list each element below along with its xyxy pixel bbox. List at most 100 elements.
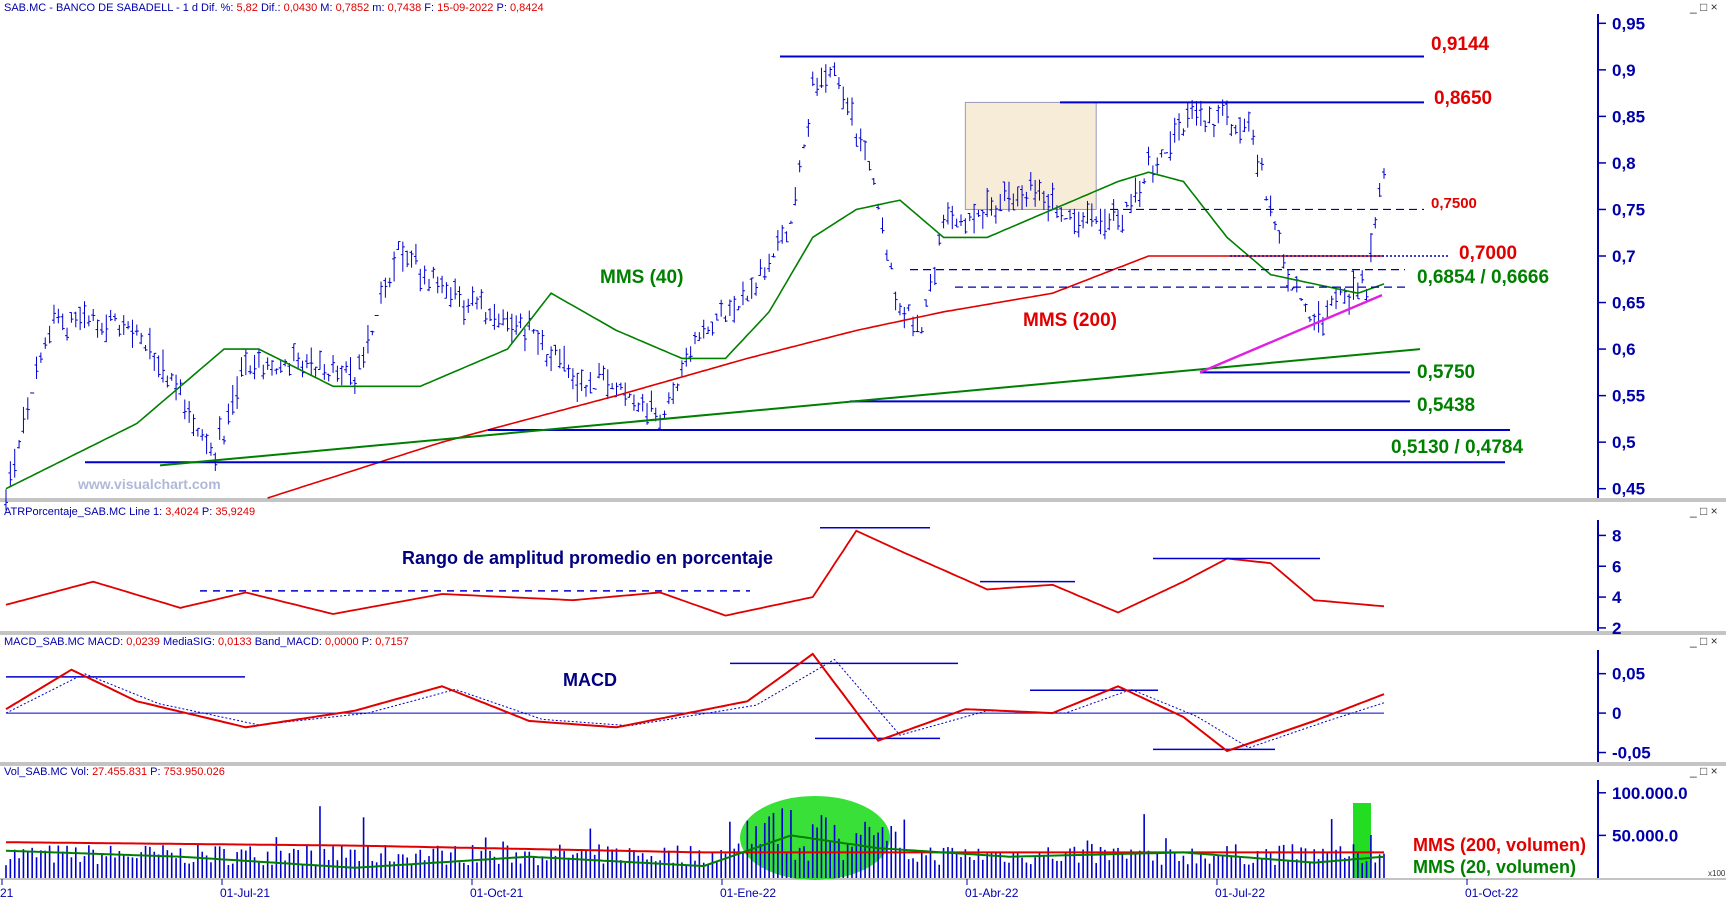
stat-value: 753.950.026 — [164, 766, 225, 778]
svg-text:_ □ ×: _ □ × — [1689, 504, 1718, 518]
macd-title: MACD — [563, 670, 617, 690]
price-tick-label: 0,65 — [1612, 294, 1645, 313]
macd-axis-ticks: 0,05 0 -0,05 — [1598, 665, 1651, 763]
price-tick-label: 0,75 — [1612, 200, 1645, 219]
stat-value: 3,4024 — [165, 506, 199, 518]
x-axis-ticks: 21 01-Jul-21 01-Oct-21 01-Ene-22 01-Abr-22 01… — [0, 879, 1519, 900]
price-tick-label: 0,55 — [1612, 387, 1645, 406]
vol-tick-label: 100.000.0 — [1612, 784, 1688, 803]
stat-label: M: — [317, 2, 335, 14]
atr-tick-label: 8 — [1612, 526, 1621, 545]
stat-value: 0,0133 — [218, 636, 252, 648]
atr-tick-label: 6 — [1612, 557, 1621, 576]
volume-header: Vol_SAB.MC Vol: 27.455.831 P: 753.950.02… — [4, 766, 225, 778]
level-0-7500: 0,7500 — [1431, 195, 1477, 212]
x-tick-label: 21 — [0, 886, 14, 900]
stat-label: Band_MACD: — [252, 636, 325, 648]
x-tick-label: 01-Jul-21 — [220, 886, 270, 900]
price-header: SAB.MC - BANCO DE SABADELL - 1 d Dif. %:… — [4, 2, 544, 14]
svg-text:_ □ ×: _ □ × — [1689, 764, 1718, 778]
price-tick-label: 0,5 — [1612, 433, 1636, 452]
macd-tick-label: 0 — [1612, 704, 1621, 723]
atr-tick-label: 2 — [1612, 619, 1621, 638]
macd-lines — [5, 652, 1385, 753]
stat-label: F: — [421, 2, 437, 14]
stat-label: P: — [199, 506, 216, 518]
stat-value: 5,82 — [237, 2, 258, 14]
price-tick-label: 0,6 — [1612, 340, 1636, 359]
price-bars — [4, 62, 1386, 511]
stat-label: Dif. %: — [198, 2, 237, 14]
label-vol-mms20: MMS (20, volumen) — [1413, 857, 1576, 877]
atr-series-line — [5, 529, 1385, 617]
label-mms40: MMS (40) — [600, 267, 683, 288]
volume-axis-ticks: 100.000.0 50.000.0 — [1598, 784, 1688, 845]
label-vol-mms200: MMS (200, volumen) — [1413, 835, 1586, 855]
price-tick-label: 0,9 — [1612, 61, 1636, 80]
level-0-5750: 0,5750 — [1417, 362, 1475, 383]
vol-mms200-line — [5, 841, 1384, 854]
svg-text:_ □ ×: _ □ × — [1689, 634, 1718, 648]
short-trendline — [1199, 293, 1383, 374]
panel-frames — [0, 498, 1726, 880]
level-0-7000: 0,7000 — [1459, 243, 1517, 264]
label-mms200: MMS (200) — [1023, 310, 1117, 331]
consolidation-box — [964, 101, 1097, 210]
stat-value: 0,7852 — [336, 2, 370, 14]
macd-line — [5, 652, 1385, 753]
x-tick-label: 01-Oct-21 — [470, 886, 524, 900]
macd-signal-line — [5, 658, 1385, 749]
x-tick-label: 01-Jul-22 — [1215, 886, 1265, 900]
stat-value: 0,0430 — [284, 2, 318, 14]
stat-value: 0,0000 — [325, 636, 359, 648]
price-axis-ticks: 0,45 0,5 0,55 0,6 0,65 0,7 0,75 0,8 0,85 0,9 0,95 — [1598, 14, 1645, 499]
level-0-5130: 0,5130 / 0,4784 — [1391, 437, 1523, 458]
stat-value: 0,7438 — [388, 2, 422, 14]
price-tick-label: 0,85 — [1612, 107, 1645, 126]
svg-text:_ □ ×: _ □ × — [1689, 0, 1718, 14]
window-controls[interactable]: _ □ × _ □ × _ □ × _ □ × — [1689, 0, 1718, 778]
stat-label: Vol: — [68, 766, 92, 778]
stat-label: P: — [147, 766, 164, 778]
stat-value: 0,8424 — [510, 2, 544, 14]
atr-tick-label: 4 — [1612, 588, 1622, 607]
stat-label: P: — [493, 2, 510, 14]
stat-label: Dif.: — [258, 2, 284, 14]
price-tick-label: 0,8 — [1612, 154, 1636, 173]
level-0-5438: 0,5438 — [1417, 395, 1475, 416]
price-levels — [85, 55, 1510, 467]
price-tick-label: 0,95 — [1612, 14, 1645, 33]
price-tick-label: 0,7 — [1612, 247, 1636, 266]
long-trendline — [159, 348, 1421, 467]
stat-value: 27.455.831 — [92, 766, 147, 778]
stat-value: 15-09-2022 — [437, 2, 493, 14]
x-tick-label: 01-Oct-22 — [1465, 886, 1519, 900]
stat-label: P: — [359, 636, 376, 648]
stat-value: 0,7157 — [375, 636, 409, 648]
macd-tick-label: 0,05 — [1612, 665, 1645, 684]
stat-value: 0,0239 — [126, 636, 160, 648]
stat-value: 35,9249 — [215, 506, 255, 518]
x-tick-label: 01-Abr-22 — [965, 886, 1019, 900]
vol-tick-label: 50.000.0 — [1612, 826, 1678, 845]
stat-label: m: — [369, 2, 387, 14]
stat-label: MACD: — [85, 636, 127, 648]
macd-header: MACD_SAB.MC MACD: 0,0239 MediaSIG: 0,013… — [4, 636, 409, 648]
atr-axis-ticks: 2 4 6 8 — [1598, 526, 1622, 638]
atr-title: Rango de amplitud promedio en porcentaje — [402, 548, 773, 568]
stat-label: Line 1: — [126, 506, 165, 518]
macd-tick-label: -0,05 — [1612, 744, 1651, 763]
x-tick-label: 01-Ene-22 — [720, 886, 776, 900]
stat-label: MediaSIG: — [160, 636, 218, 648]
level-0-8650: 0,8650 — [1434, 88, 1492, 109]
watermark: www.visualchart.com — [77, 476, 221, 492]
consolidation-rect — [964, 101, 1097, 210]
mms40-line — [5, 171, 1385, 490]
atr-header: ATRPorcentaje_SAB.MC Line 1: 3,4024 P: 3… — [4, 506, 255, 518]
volume-bars — [5, 795, 1385, 880]
level-0-9144: 0,9144 — [1431, 34, 1490, 55]
scale-note: x100 — [1708, 869, 1726, 878]
atr-line — [5, 526, 1385, 617]
vol-mms20-line — [5, 834, 1385, 869]
